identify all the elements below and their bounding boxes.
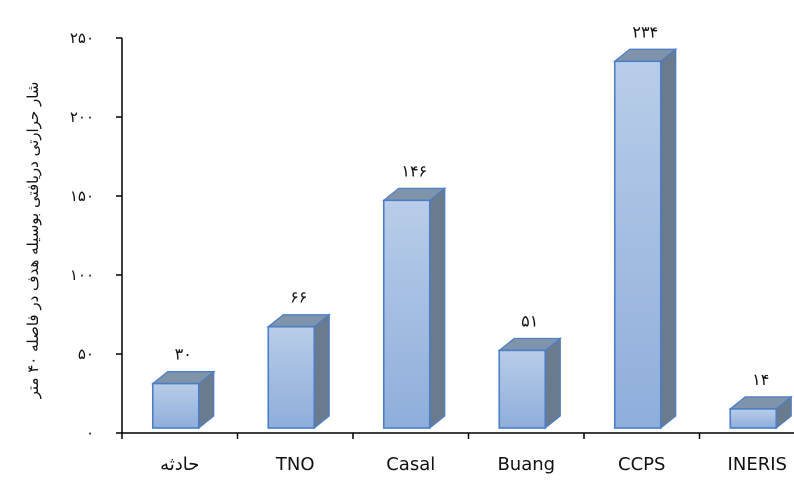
bar-front-face	[498, 349, 547, 429]
bar-front-face	[613, 60, 662, 429]
bar	[497, 337, 562, 430]
data-label: ۶۶	[290, 288, 307, 307]
bar-side-face	[313, 313, 330, 430]
bar	[382, 187, 447, 430]
data-label: ۲۳۴	[632, 22, 658, 41]
bar	[266, 313, 331, 430]
bar	[151, 370, 216, 430]
y-axis-title: شار حرارتی دریافتی بوسیله هدف در فاصله ۴…	[24, 82, 42, 400]
bar-front-face	[382, 199, 431, 429]
bar-front-face	[267, 325, 316, 429]
bar	[613, 48, 678, 430]
category-label: TNO	[275, 454, 315, 475]
category-label: Casal	[386, 454, 435, 475]
data-label: ۱۴	[752, 370, 769, 389]
bar-side-face	[660, 48, 677, 430]
y-tick-label: ۲۰۰	[70, 108, 94, 126]
bar-side-face	[429, 187, 446, 430]
bar-side-face	[544, 337, 561, 430]
y-tick-label: ۱۵۰	[70, 187, 94, 205]
y-tick-label: ۲۵۰	[70, 29, 94, 47]
y-tick-label: ۱۰۰	[70, 266, 94, 284]
category-label: حادثه	[160, 454, 199, 475]
category-label: INERIS	[728, 454, 787, 475]
y-tick-label: ۵۰	[78, 345, 94, 363]
data-label: ۵۱	[521, 311, 538, 330]
bar	[728, 395, 793, 430]
bar-front-face	[151, 382, 200, 429]
category-label: CCPS	[618, 454, 665, 475]
bar-front-face	[729, 408, 778, 429]
data-label: ۱۴۶	[401, 161, 427, 180]
category-label: Buang	[497, 454, 555, 475]
y-tick-label: ۰	[86, 424, 94, 442]
data-label: ۳۰	[175, 345, 192, 364]
